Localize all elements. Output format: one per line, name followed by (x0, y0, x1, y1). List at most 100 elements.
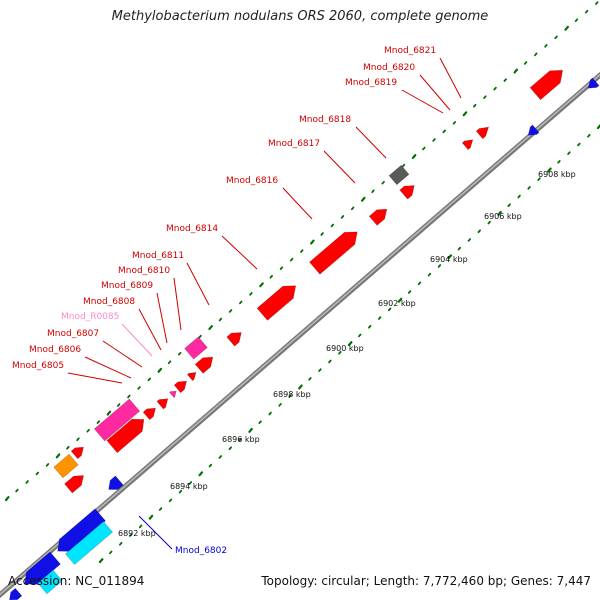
ruler-dot (228, 309, 233, 313)
ruler-dot (477, 229, 481, 234)
label-leader-line (173, 277, 182, 331)
label-leader-line (401, 89, 444, 114)
ruler-dot (320, 232, 324, 236)
ruler-dot (128, 533, 133, 537)
gene-mnod-6821 (529, 69, 564, 101)
ruler-dot (564, 25, 569, 31)
gene-label: Mnod_6821 (384, 46, 436, 56)
gene-labels-group: Mnod_6821 Mnod_6820 Mnod_6819 Mnod_6818 Mnod… (12, 46, 436, 556)
ruler-dot (381, 180, 385, 185)
ruler-dot (127, 394, 131, 399)
gene-orange (53, 453, 79, 479)
ruler-dot (377, 316, 382, 320)
gene-label-leaders (67, 57, 462, 550)
ruler-dot (259, 282, 264, 288)
gene-label: Mnod_6807 (47, 329, 99, 339)
ruler-dot (157, 367, 163, 373)
gene-label: Mnod_6809 (101, 281, 153, 291)
ruler-dot (330, 223, 335, 228)
ruler-dot (167, 360, 172, 365)
gene-mnod-6805 (106, 418, 145, 454)
gene-fragment (64, 475, 84, 494)
ruler-dot (138, 524, 143, 529)
ruler-dot (328, 359, 332, 364)
ruler-dot (442, 129, 446, 134)
ruler-dot (249, 292, 253, 296)
ruler-dot (147, 377, 151, 382)
ruler-dot (557, 160, 561, 164)
accession-text: Accession: NC_011894 (8, 574, 145, 588)
ruler-dot (457, 246, 462, 251)
ruler-dot (567, 151, 571, 155)
ruler-dot (158, 507, 163, 511)
label-leader-line (156, 292, 168, 344)
ruler-dot (35, 471, 40, 476)
ruler-tick-label: 6902 kbp (378, 299, 416, 308)
ruler-dot (523, 61, 528, 65)
gene-label: Mnod_6814 (166, 224, 218, 234)
gene-mnod-6807 (156, 398, 169, 410)
gene-fragment (70, 446, 84, 460)
ruler-dot (318, 368, 322, 372)
ruler-dot (269, 274, 273, 279)
ruler-tick-label: 6892 kbp (118, 529, 156, 538)
ruler-dot (513, 68, 519, 74)
ruler-dot (109, 550, 113, 555)
gene-blue-edge (9, 587, 23, 600)
gene-mnod-6809 (184, 336, 208, 360)
ruler-dot (278, 403, 282, 407)
ruler-dot (411, 154, 417, 160)
ruler-dot (437, 264, 442, 268)
ruler-dot (208, 325, 213, 331)
ruler-tick-label: 6906 kbp (484, 212, 522, 221)
ruler-dot (401, 163, 406, 168)
ruler-dot (188, 481, 193, 485)
gene-cyan-small (37, 569, 63, 595)
gene-features (9, 69, 600, 600)
ruler-tick-label: 6894 kbp (170, 482, 208, 491)
ruler-dot (368, 324, 372, 329)
label-leader-line (138, 308, 162, 351)
gene-mnod-6811 (256, 285, 297, 321)
ruler-dot (577, 142, 581, 147)
gene-mnod-6816 (368, 208, 388, 226)
genome-summary-text: Topology: circular; Length: 7,772,460 bp… (261, 574, 591, 588)
gene-fragment (173, 380, 187, 394)
ruler-dot (417, 281, 422, 286)
ruler-dot (544, 44, 548, 48)
gene-mnod-6819 (461, 139, 474, 151)
ruler-dot (218, 317, 223, 322)
ruler-dot (350, 206, 355, 211)
gene-label: Mnod_6819 (345, 78, 397, 88)
ruler-dot (338, 350, 342, 355)
ruler-dot (447, 254, 453, 260)
gene-label: Mnod_6820 (363, 63, 415, 73)
ruler-dot (218, 455, 223, 459)
ruler-dot (507, 203, 511, 208)
gene-mnod-r0085 (169, 390, 177, 399)
gene-mnod-6810 (226, 332, 242, 347)
ruler-dot (310, 239, 315, 245)
ruler-dot (483, 95, 487, 99)
ruler-tick-labels: 6892 kbp 6894 kbp 6896 kbp 6898 kbp 6900 kbp… (118, 170, 576, 538)
upper-ruler-dots (4, 1, 599, 502)
gene-label: Mnod_6817 (268, 139, 320, 149)
ruler-dot (340, 215, 345, 219)
ruler-dot (358, 333, 362, 338)
ruler-dot (595, 1, 599, 5)
ruler-dot (239, 300, 243, 305)
label-leader-line (186, 262, 210, 306)
gene-blue-small (108, 475, 124, 490)
gene-label: Mnod_6805 (12, 361, 64, 371)
ruler-dot (574, 18, 579, 23)
gene-label: Mnod_6816 (226, 176, 278, 186)
gene-label: Mnod_6810 (118, 266, 170, 276)
ruler-dot (289, 257, 294, 262)
label-leader-line (323, 150, 356, 184)
ruler-dot (178, 489, 183, 494)
ruler-dot (503, 78, 507, 82)
map-title: Methylobacterium nodulans ORS 2060, comp… (111, 9, 489, 24)
ruler-dot (554, 35, 558, 40)
label-leader-line (439, 57, 462, 99)
